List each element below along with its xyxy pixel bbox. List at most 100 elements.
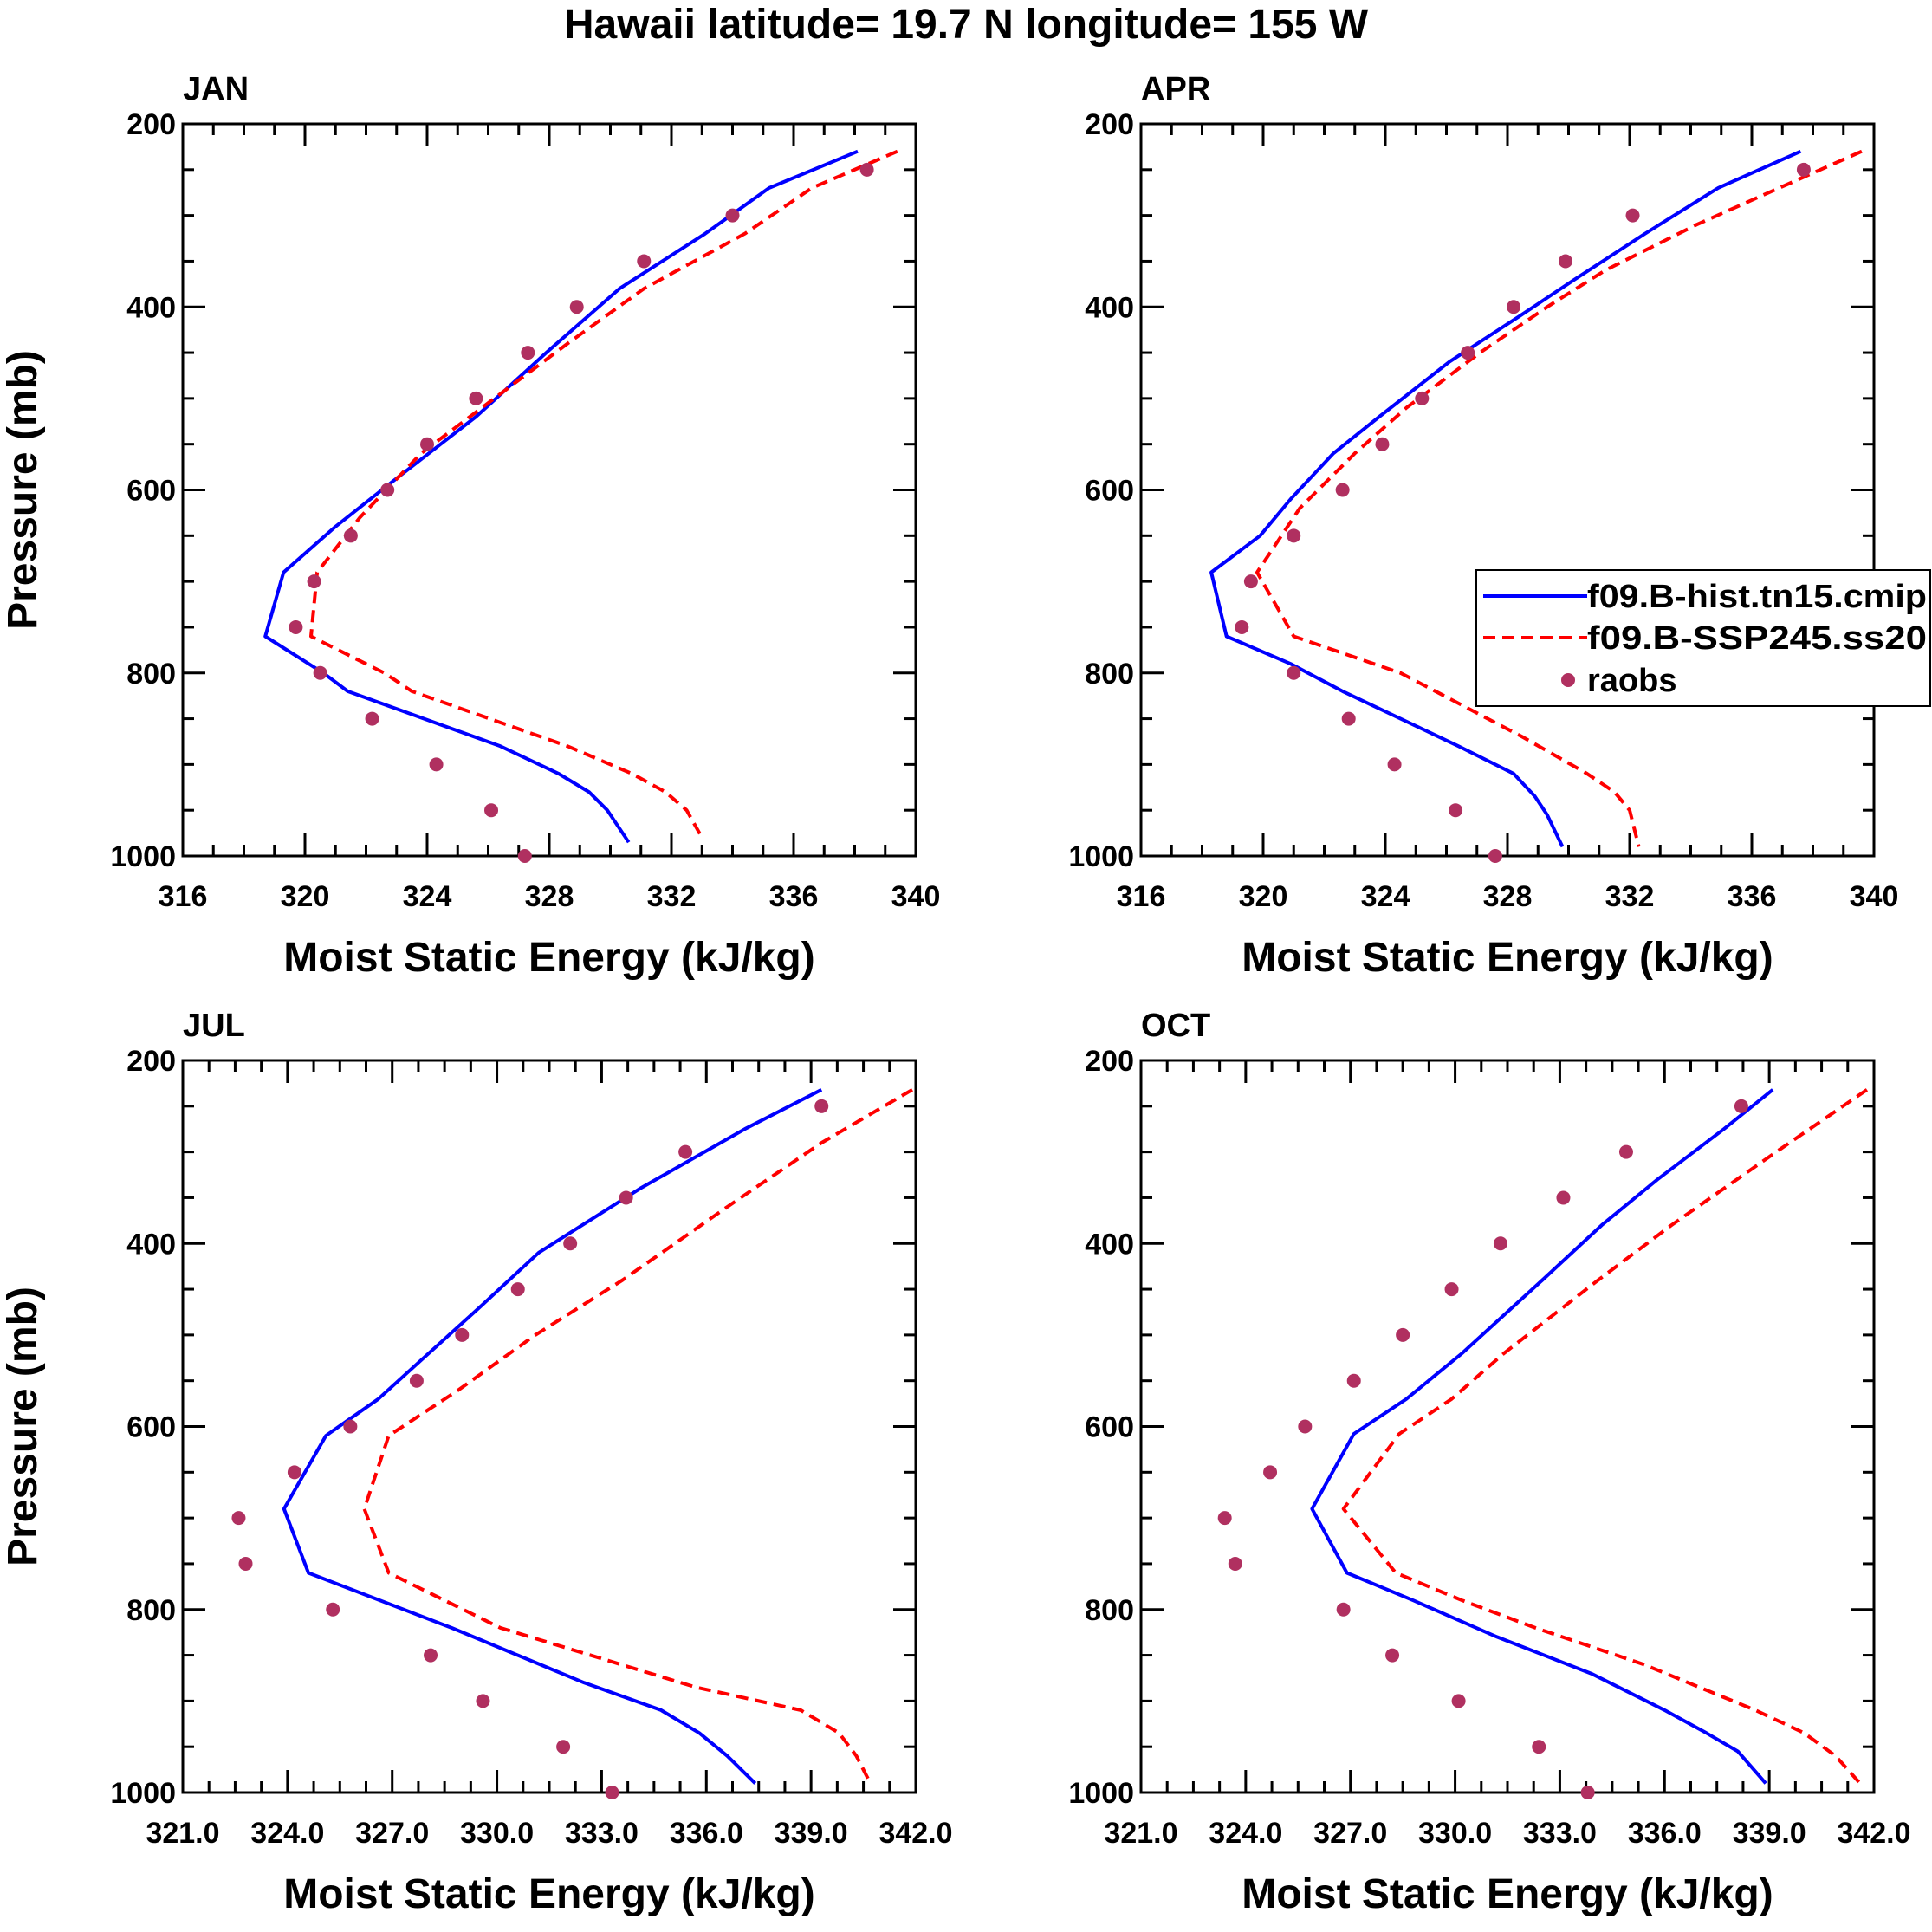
raobs-point <box>1298 1419 1313 1434</box>
x-tick-label: 333.0 <box>565 1817 639 1850</box>
y-axis-label: Pressure (mb) <box>0 1287 46 1566</box>
raobs-point <box>563 1236 578 1251</box>
series-raobs <box>289 162 874 863</box>
raobs-point <box>1243 574 1258 589</box>
x-tick-label: 336.0 <box>670 1817 743 1850</box>
raobs-point <box>424 1648 438 1663</box>
raobs-point <box>725 208 740 223</box>
series-raobs <box>231 1099 829 1799</box>
raobs-point <box>1493 1236 1507 1251</box>
x-axis-label: Moist Static Energy (kJ/kg) <box>283 1871 814 1917</box>
series-hist-line <box>1310 1088 1774 1785</box>
y-axis-label: Pressure (mb) <box>0 350 46 630</box>
x-tick-label: 336 <box>1728 880 1777 913</box>
panel-title: OCT <box>1141 1008 1210 1044</box>
y-tick-label: 400 <box>126 291 176 324</box>
raobs-point <box>420 437 434 451</box>
raobs-point <box>859 162 874 177</box>
raobs-point <box>1618 1144 1633 1159</box>
y-tick-label: 1000 <box>1068 1777 1134 1810</box>
x-tick-label: 339.0 <box>1733 1817 1806 1850</box>
y-tick-label: 400 <box>1085 1228 1134 1261</box>
raobs-point <box>1444 1282 1459 1297</box>
raobs-point <box>569 300 584 314</box>
raobs-point <box>1796 162 1811 177</box>
raobs-point <box>517 849 532 863</box>
x-tick-label: 342.0 <box>1837 1817 1910 1850</box>
x-axis-label: Moist Static Energy (kJ/kg) <box>283 935 814 981</box>
legend-entry: f09.B-SSP245.ss20 <box>1483 620 1927 657</box>
x-tick-label: 327.0 <box>355 1817 429 1850</box>
series-hist-line <box>1209 149 1802 848</box>
y-tick-label: 400 <box>126 1228 176 1261</box>
raobs-point <box>1387 757 1402 772</box>
y-tick-label: 600 <box>1085 1411 1134 1444</box>
raobs-point <box>380 483 395 497</box>
panel-apr: 200 400 600 800 1000 316 320 324 328 332 336 340 Moi… <box>1068 71 1898 981</box>
raobs-point <box>1341 711 1356 726</box>
raobs-point <box>1507 300 1521 314</box>
raobs-point <box>1461 346 1475 360</box>
x-tick-label: 316 <box>159 880 208 913</box>
raobs-point <box>1396 1327 1410 1342</box>
raobs-point <box>365 711 379 726</box>
panel-oct: 200 400 600 800 1000 321.0 324.0 327.0 330.0 333.… <box>1068 1008 1910 1917</box>
y-tick-label: 1000 <box>110 1777 176 1810</box>
x-tick-label: 316 <box>1117 880 1166 913</box>
legend-label: raobs <box>1587 663 1676 699</box>
x-tick-label: 328 <box>1483 880 1533 913</box>
raobs-point <box>1449 803 1463 818</box>
x-tick-label: 321.0 <box>146 1817 219 1850</box>
raobs-point <box>1558 254 1572 269</box>
x-tick-label: 342.0 <box>878 1817 952 1850</box>
raobs-point <box>1385 1648 1400 1663</box>
x-tick-label: 340 <box>1850 880 1899 913</box>
x-tick-label: 328 <box>525 880 574 913</box>
panels: 200 400 600 800 1000 316 320 324 328 332 336 340 Moi… <box>0 71 1911 1917</box>
panel-jan: 200 400 600 800 1000 316 320 324 328 332 336 340 Moi… <box>0 71 940 981</box>
series-hist-line <box>282 1088 823 1785</box>
x-tick-label: 330.0 <box>1418 1817 1492 1850</box>
series-ssp245-line <box>1255 149 1863 847</box>
x-tick-label: 336.0 <box>1628 1817 1702 1850</box>
raobs-point <box>343 528 358 543</box>
y-tick-label: 200 <box>1085 108 1134 141</box>
panel-jul: 200 400 600 800 1000 321.0 324.0 327.0 330.0 333.… <box>0 1008 953 1917</box>
raobs-point <box>521 346 535 360</box>
raobs-point <box>476 1694 490 1708</box>
legend: f09.B-hist.tn15.cmip f09.B-SSP245.ss20 rao… <box>1475 569 1931 707</box>
raobs-point <box>1375 437 1390 451</box>
raobs-point <box>469 391 483 405</box>
raobs-point <box>678 1144 693 1159</box>
x-tick-label: 320 <box>281 880 330 913</box>
raobs-point <box>1287 665 1301 680</box>
y-tick-label: 400 <box>1085 291 1134 324</box>
raobs-point <box>484 803 499 818</box>
figure-title: Hawaii latitude= 19.7 N longitude= 155 W <box>564 2 1369 48</box>
series-hist-line <box>263 149 859 844</box>
legend-label: f09.B-SSP245.ss20 <box>1587 620 1927 657</box>
y-tick-label: 800 <box>126 658 176 690</box>
legend-marker <box>1561 673 1575 687</box>
y-tick-label: 200 <box>126 108 176 141</box>
series-ssp245-line <box>309 149 898 839</box>
x-tick-label: 324.0 <box>1209 1817 1282 1850</box>
x-tick-label: 332 <box>647 880 697 913</box>
raobs-point <box>231 1511 246 1526</box>
x-tick-label: 324 <box>1361 880 1410 913</box>
raobs-point <box>1532 1740 1546 1754</box>
y-tick-label: 600 <box>1085 475 1134 508</box>
raobs-point <box>326 1602 340 1617</box>
x-tick-label: 330.0 <box>460 1817 534 1850</box>
series-raobs <box>1217 1099 1748 1799</box>
raobs-point <box>307 574 321 589</box>
legend-entry: f09.B-hist.tn15.cmip <box>1483 579 1927 615</box>
y-tick-label: 1000 <box>1068 840 1134 873</box>
raobs-point <box>409 1373 424 1388</box>
legend-entry: raobs <box>1561 663 1676 699</box>
raobs-point <box>343 1419 358 1434</box>
raobs-point <box>1451 1694 1466 1708</box>
raobs-point <box>619 1190 633 1205</box>
raobs-point <box>1335 483 1350 497</box>
